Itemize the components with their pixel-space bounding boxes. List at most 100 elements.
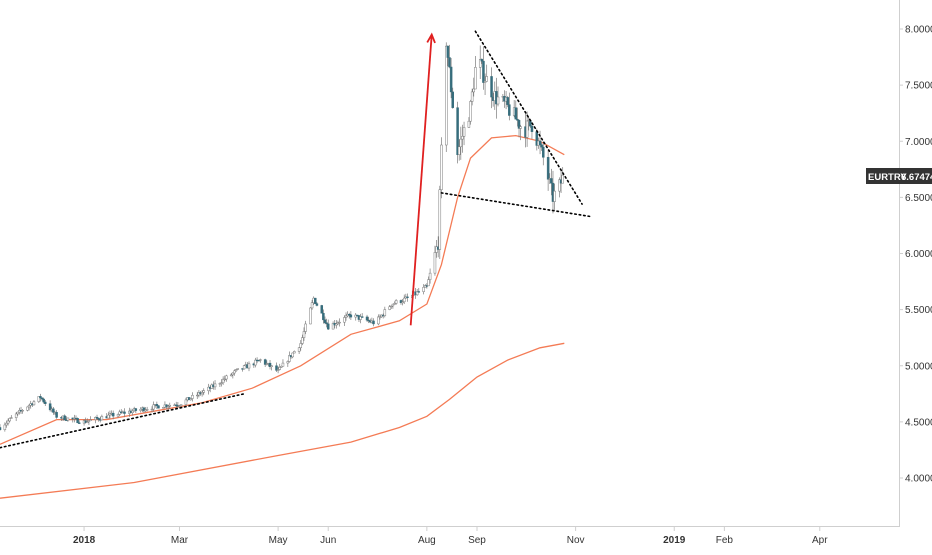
y-tick-label: 5.00000 (905, 361, 932, 372)
candle-body (462, 127, 466, 137)
rally-arrow-head (426, 32, 436, 44)
last-price-badge (866, 168, 932, 184)
candle-body (196, 394, 199, 397)
rally-arrow-shaft[interactable] (409, 34, 433, 326)
candle-body (213, 383, 217, 388)
candle-body (344, 315, 348, 318)
candle-body (323, 319, 327, 323)
candle-body (415, 291, 419, 296)
candle-body (236, 368, 239, 370)
candle-body (223, 378, 226, 381)
candle-body (297, 347, 301, 352)
candle-body (276, 369, 280, 371)
candle-body (293, 351, 296, 354)
candle-body (508, 104, 511, 116)
axes-layer (0, 0, 900, 527)
x-tick-label: 2019 (663, 535, 686, 546)
candle-body (427, 279, 430, 287)
candle-body (325, 322, 328, 325)
y-tick-label: 4.00000 (905, 474, 932, 485)
candle-body (166, 405, 170, 408)
candle-body (178, 405, 181, 407)
candle-body (165, 404, 168, 408)
candle-body (275, 365, 278, 371)
candle-body (152, 404, 155, 410)
x-tick-label: Jun (320, 535, 336, 546)
candle-body (16, 411, 20, 415)
candle-body (456, 107, 459, 155)
candle-body (100, 416, 104, 421)
candle-body (422, 287, 425, 292)
candle-body (461, 136, 464, 140)
candle-body (37, 396, 41, 402)
candle-body (42, 398, 45, 403)
candle-body (459, 138, 463, 148)
candle-body (286, 361, 290, 364)
candle-body (291, 352, 294, 358)
candle-body (142, 407, 146, 412)
candle-body (76, 418, 79, 424)
candle-body (116, 414, 120, 417)
candle-body (506, 97, 509, 105)
candle-body (388, 306, 391, 310)
candle-body (485, 76, 488, 82)
candle-body (383, 309, 387, 316)
y-tick-label: 7.50000 (905, 81, 932, 92)
candle-body (457, 146, 461, 155)
candle-body (268, 362, 272, 367)
candle-body (448, 57, 451, 68)
candle-body (32, 401, 36, 406)
candle-body (39, 396, 42, 399)
candle-body (304, 323, 307, 332)
candle-body (179, 404, 183, 406)
candle-body (320, 305, 324, 314)
candle-body (343, 317, 346, 323)
candle-body (550, 178, 553, 184)
x-tick-label: Apr (812, 535, 828, 546)
candle-body (401, 301, 404, 304)
candle-body (233, 370, 236, 374)
candle-body (309, 307, 312, 325)
x-tick-label: May (269, 535, 288, 546)
candle-body (467, 120, 471, 128)
candle-body (558, 179, 561, 192)
x-tick-label: Mar (171, 535, 189, 546)
candle-body (220, 382, 223, 384)
candle-body (514, 107, 518, 120)
annotations-layer (0, 30, 591, 449)
candle-body (270, 365, 273, 367)
candle-body (516, 118, 519, 121)
candle-body (86, 421, 89, 423)
candle-body (63, 415, 66, 421)
x-tick-label: 2018 (73, 535, 96, 546)
pennant-lower-trendline[interactable] (440, 192, 591, 218)
candle-body (299, 343, 302, 348)
candle-body (338, 321, 341, 324)
candle-body (108, 413, 112, 416)
candle-body (417, 291, 421, 293)
candle-body (469, 101, 472, 122)
candle-body (322, 312, 325, 321)
candle-body (310, 302, 314, 309)
candle-body (191, 395, 194, 399)
candle-body (349, 314, 353, 318)
candle-body (189, 398, 193, 401)
candle-body (483, 81, 487, 83)
moving-average-line-2 (0, 342, 565, 499)
support-line-trendline[interactable] (0, 393, 245, 449)
candle-body (490, 76, 493, 98)
candle-body (278, 367, 281, 370)
candle-body (394, 300, 398, 304)
candle-body (428, 272, 432, 280)
candle-body (21, 410, 24, 412)
candle-body (553, 190, 556, 202)
candle-body (3, 424, 7, 430)
candle-body (162, 407, 165, 409)
candle-body (229, 374, 233, 377)
candle-body (139, 409, 142, 411)
candle-body (77, 422, 81, 424)
candle-body (372, 320, 375, 325)
candle-body (242, 365, 246, 370)
candle-body (496, 96, 500, 105)
